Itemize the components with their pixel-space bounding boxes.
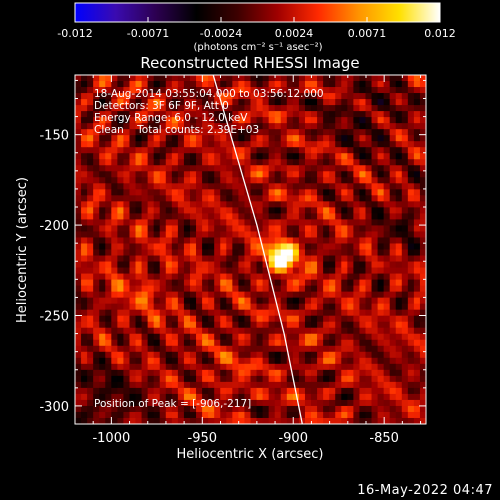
colorbar-tick-label: 0.012 xyxy=(424,27,456,40)
colorbar-tick-label: -0.012 xyxy=(57,27,92,40)
solar-limb-line xyxy=(212,75,303,424)
colorbar-tick-label: -0.0071 xyxy=(127,27,169,40)
y-axis-label: Heliocentric Y (arcsec) xyxy=(15,177,30,323)
colorbar-tick-label: -0.0024 xyxy=(200,27,242,40)
annotation-detectors: Detectors: 3F 6F 9F, Att 0 xyxy=(94,100,229,112)
y-tick-label: -150 xyxy=(39,129,69,144)
heatmap-image xyxy=(75,75,426,424)
annotation-peak: Position of Peak = [-906,-217] xyxy=(94,398,251,410)
y-tick-label: -300 xyxy=(39,400,69,415)
x-axis-label: Heliocentric X (arcsec) xyxy=(177,447,324,462)
y-tick-label: -250 xyxy=(39,310,69,325)
y-tick-label: -200 xyxy=(39,219,69,234)
annotation-energy: Energy Range: 6.0 - 12.0 keV xyxy=(94,112,248,124)
colorbar-tick-label: 0.0024 xyxy=(275,27,314,40)
annotation-time-range: 18-Aug-2014 03:55:04.000 to 03:56:12.000 xyxy=(94,88,324,100)
colorbar xyxy=(74,2,441,23)
x-tick-label: -850 xyxy=(369,431,399,446)
x-tick-label: -950 xyxy=(188,431,218,446)
colorbar-tick-label: 0.0071 xyxy=(348,27,387,40)
colorbar-units: (photons cm⁻² s⁻¹ asec⁻²) xyxy=(193,42,322,53)
y-axis-ticks: -150 -200 -250 -300 xyxy=(39,79,426,425)
x-axis-ticks: -1000 -950 -900 -850 xyxy=(92,75,422,446)
plot-frame xyxy=(74,74,427,425)
colorbar-ticks: -0.012 -0.0071 -0.0024 0.0024 0.0071 0.012 xyxy=(57,17,456,40)
x-tick-label: -900 xyxy=(278,431,308,446)
date-stamp: 16-May-2022 04:47 xyxy=(357,483,493,498)
annotation-clean: Clean Total counts: 2.39E+03 xyxy=(94,124,259,136)
chart-title: Reconstructed RHESSI Image xyxy=(140,54,359,72)
x-tick-label: -1000 xyxy=(92,431,130,446)
